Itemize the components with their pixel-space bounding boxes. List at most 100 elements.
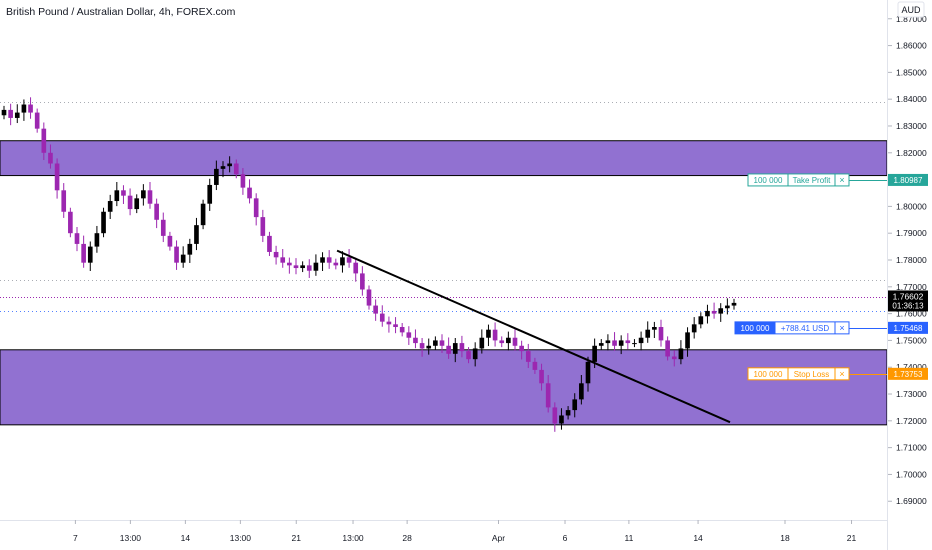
candle: [426, 345, 432, 349]
candle: [419, 343, 425, 349]
candle: [393, 324, 398, 328]
y-tick-label: 1.80000: [896, 201, 927, 211]
candle: [565, 410, 571, 416]
candle: [74, 233, 80, 244]
candle: [107, 201, 113, 212]
candle: [94, 233, 100, 247]
candle: [160, 219, 166, 236]
candle: [618, 340, 624, 346]
y-tick-label: 1.85000: [896, 67, 927, 77]
candle: [340, 257, 345, 266]
take-profit-order[interactable]: 100 000 Take Profit ×: [747, 173, 850, 187]
candle: [532, 361, 538, 370]
candle: [41, 128, 47, 153]
candle: [227, 163, 232, 167]
candle: [220, 166, 226, 169]
candle: [200, 203, 206, 226]
position-order[interactable]: 100 000 +788.41 USD ×: [734, 321, 850, 335]
candle: [718, 308, 724, 314]
stop-loss-price-tag: [888, 367, 928, 380]
downtrend-line[interactable]: [336, 249, 731, 424]
take-profit-box[interactable]: [747, 173, 850, 187]
candle: [685, 332, 690, 349]
candle: [691, 324, 697, 333]
candle: [101, 211, 106, 234]
candle: [373, 305, 378, 314]
candle: [21, 104, 27, 113]
y-tick-label: 1.73000: [896, 389, 927, 399]
currency-badge-box[interactable]: [897, 1, 925, 18]
candle: [320, 257, 325, 263]
x-tick-label: 14: [181, 533, 191, 543]
candle: [711, 310, 717, 314]
x-tick-label: 21: [292, 533, 302, 543]
x-tick-label: 18: [780, 533, 790, 543]
candle: [579, 383, 584, 400]
candle: [499, 340, 505, 344]
candle: [725, 305, 730, 309]
y-tick-label: 1.77000: [896, 282, 927, 292]
candle: [81, 243, 86, 263]
candle: [506, 337, 511, 344]
candle: [413, 337, 418, 344]
x-tick-label: 28: [402, 533, 412, 543]
x-tick-label: Apr: [492, 533, 505, 543]
close-icon[interactable]: ×: [839, 175, 844, 185]
demand-zone[interactable]: [0, 349, 888, 426]
candle: [472, 348, 478, 360]
candle: [8, 109, 13, 118]
candle: [114, 190, 120, 202]
candle: [61, 190, 67, 212]
candle: [1, 109, 7, 116]
candle: [406, 332, 412, 338]
x-tick-label: 6: [563, 533, 568, 543]
zones-layer: [0, 140, 888, 426]
orders-layer[interactable]: 100 000 Take Profit ×100 000 +788.41 USD ×10…: [734, 173, 887, 381]
y-tick-label: 1.78000: [896, 255, 927, 265]
x-tick-label: 13:00: [230, 533, 252, 543]
candle: [638, 337, 644, 344]
candle: [121, 190, 126, 196]
take-profit-price-tag: [888, 173, 928, 186]
supply-zone[interactable]: [0, 140, 888, 177]
candle: [54, 163, 60, 191]
take-profit-label: Take Profit: [793, 176, 832, 185]
candle: [87, 246, 93, 263]
take-profit-price-label: 1.80987: [894, 176, 923, 185]
candle: [612, 340, 617, 346]
x-tick-label: 21: [847, 533, 857, 543]
candle: [539, 369, 544, 384]
y-tick-label: 1.79000: [896, 228, 927, 238]
close-icon[interactable]: ×: [839, 323, 844, 333]
candle: [433, 340, 438, 346]
candle: [399, 327, 405, 333]
candle: [353, 262, 359, 274]
candle: [479, 337, 485, 349]
candle: [233, 163, 239, 175]
candle: [247, 187, 252, 199]
candle: [658, 327, 664, 341]
candle: [698, 316, 704, 325]
candle: [559, 415, 564, 424]
y-tick-label: 1.75000: [896, 335, 927, 345]
time-axis[interactable]: 7 13:00 14 13:00 21 13:00 28 Apr 6 11 14 18 21: [73, 520, 857, 543]
stop-loss-order[interactable]: 100 000 Stop Loss ×: [747, 367, 850, 381]
candle: [260, 217, 266, 236]
x-tick-label: 14: [693, 533, 703, 543]
candle: [346, 257, 352, 263]
candle: [486, 329, 491, 338]
trendline-layer[interactable]: [336, 249, 731, 424]
price-axis[interactable]: 1.87000 1.86000 1.85000 1.84000 1.83000 1.820…: [888, 14, 927, 506]
position-price-tag: [888, 321, 928, 334]
x-tick-label: 13:00: [120, 533, 142, 543]
candle: [147, 190, 153, 204]
candle: [572, 399, 578, 411]
candle: [492, 329, 498, 341]
close-icon[interactable]: ×: [839, 369, 844, 379]
y-tick-label: 1.82000: [896, 148, 927, 158]
candle: [194, 225, 199, 244]
stop-loss-box[interactable]: [747, 367, 850, 381]
